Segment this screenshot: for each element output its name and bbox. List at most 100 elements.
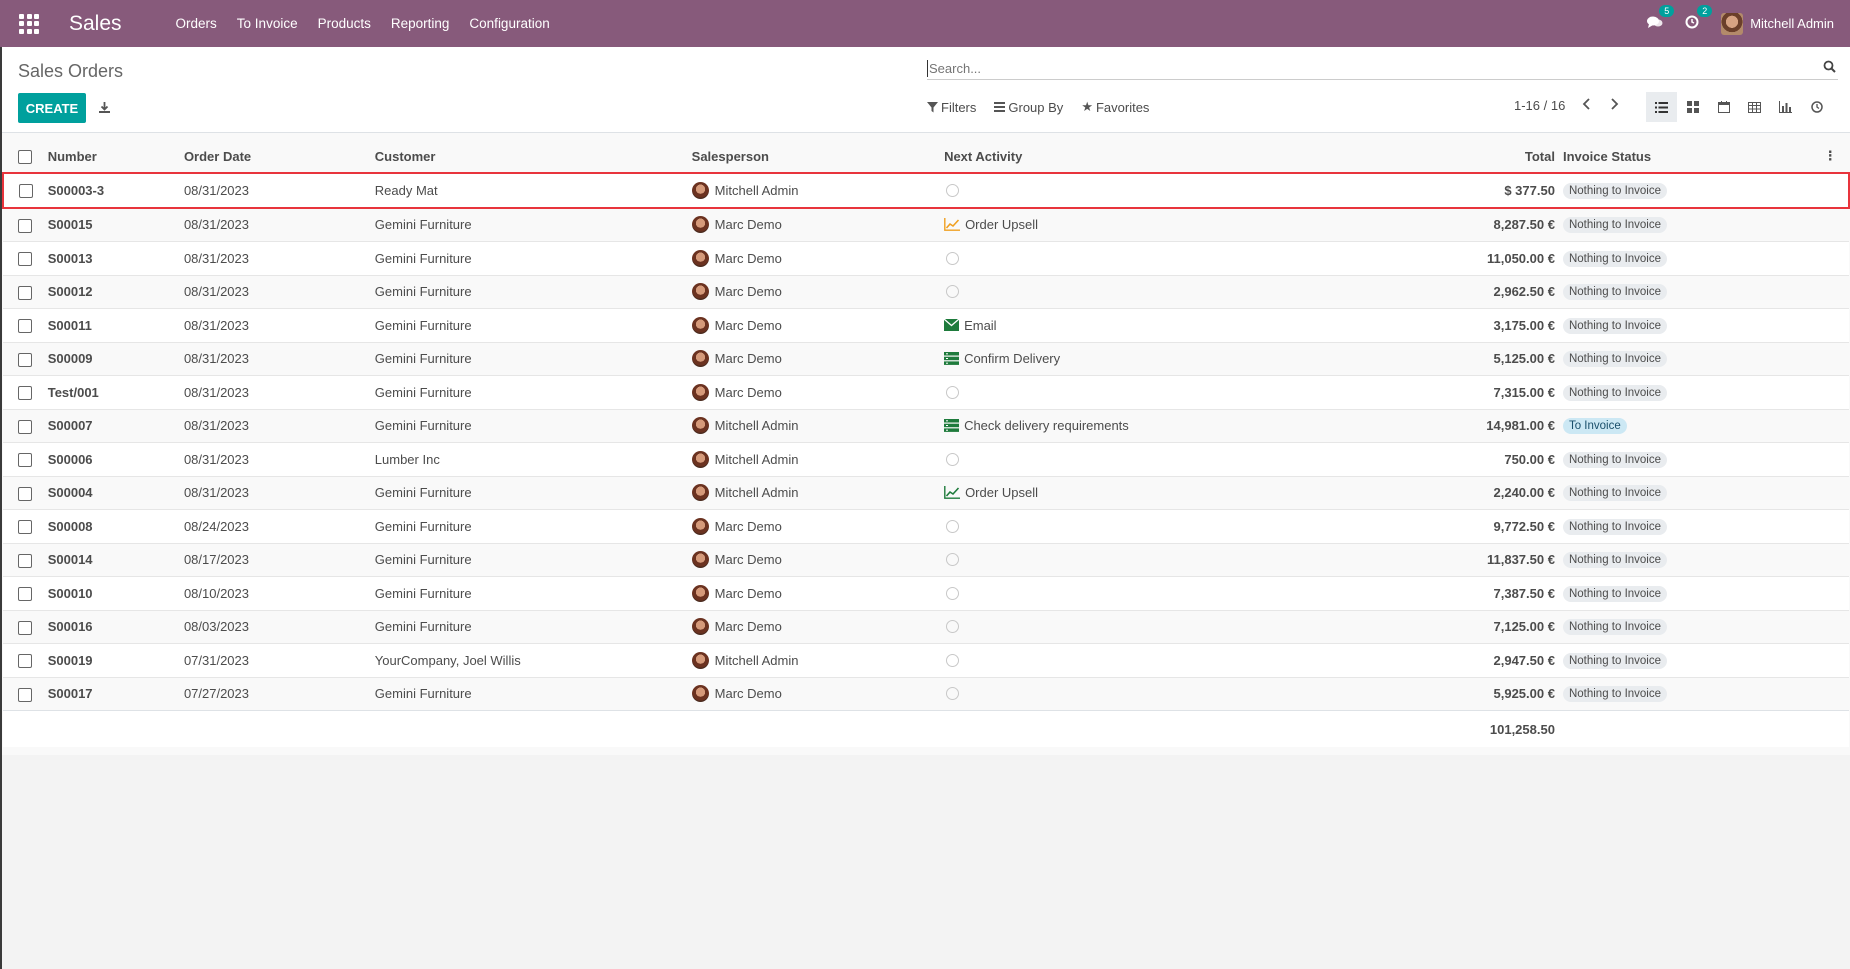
table-row[interactable]: S00007 08/31/2023 Gemini Furniture Mitchell… [3,408,1849,443]
search-input[interactable] [927,59,1811,77]
clock-icon[interactable] [944,251,960,265]
next-activity-cell[interactable]: Order Upsell [944,207,1342,242]
column-customer[interactable]: Customer [374,148,436,164]
upsell-chart-icon[interactable] [944,486,961,500]
graph-view-icon[interactable] [1770,92,1801,122]
messages-button[interactable]: 5 [1647,5,1675,32]
row-checkbox[interactable] [18,520,33,535]
row-checkbox[interactable] [18,553,33,568]
row-checkbox[interactable] [18,620,33,635]
row-checkbox[interactable] [18,319,33,334]
select-all-checkbox[interactable] [18,149,33,164]
table-row[interactable]: S00004 08/31/2023 Gemini Furniture Mitchell… [3,475,1849,510]
table-row[interactable]: S00009 08/31/2023 Gemini Furniture Marc Dem… [3,341,1849,376]
table-row[interactable]: S00014 08/17/2023 Gemini Furniture Marc Dem… [3,542,1849,577]
clock-icon[interactable] [944,385,960,399]
menu-orders[interactable]: Orders [175,16,217,31]
order-date: 08/31/2023 [183,442,375,476]
pager-previous-icon[interactable] [1582,97,1592,114]
next-activity-cell[interactable] [944,542,1342,577]
menu-reporting[interactable]: Reporting [390,16,450,31]
table-row[interactable]: S00003-3 08/31/2023 Ready Mat Mitchell Admi… [2,172,1850,209]
table-row[interactable]: S00012 08/31/2023 Gemini Furniture Marc Dem… [3,274,1849,309]
next-activity-cell[interactable] [944,676,1342,711]
column-number[interactable]: Number [47,148,97,164]
clock-icon[interactable] [944,653,960,667]
next-activity-cell[interactable] [944,609,1342,644]
row-checkbox[interactable] [18,218,33,233]
row-checkbox[interactable] [18,386,33,401]
next-activity-cell[interactable] [944,241,1342,275]
column-total[interactable]: Total [1524,148,1555,164]
table-row[interactable]: S00019 07/31/2023 YourCompany, Joel Willis… [3,643,1849,677]
app-menu-grid-icon[interactable] [17,12,41,36]
row-checkbox[interactable] [18,252,33,267]
clock-icon[interactable] [944,452,960,466]
kanban-view-icon[interactable] [1677,92,1708,122]
next-activity-cell[interactable]: Confirm Delivery [944,341,1342,376]
table-row[interactable]: S00010 08/10/2023 Gemini Furniture Marc Dem… [3,576,1849,610]
filters-button[interactable]: Filters [927,99,976,115]
pager-value[interactable]: 1-16 / 16 [1514,98,1566,113]
clock-icon[interactable] [944,687,960,701]
column-salesperson[interactable]: Salesperson [691,148,769,164]
pager-next-icon[interactable] [1609,97,1619,114]
pivot-view-icon[interactable] [1739,92,1770,122]
menu-configuration[interactable]: Configuration [469,16,550,31]
upsell-chart-icon[interactable] [944,218,961,232]
search-icon[interactable] [1823,60,1836,73]
tasks-icon[interactable] [944,419,960,433]
row-checkbox[interactable] [18,285,33,300]
row-checkbox[interactable] [18,654,33,669]
table-row[interactable]: Test/001 08/31/2023 Gemini Furniture Marc D… [3,375,1849,409]
next-activity-cell[interactable]: Check delivery requirements [944,408,1342,443]
user-menu[interactable]: Mitchell Admin [1721,12,1834,35]
download-icon[interactable] [98,101,111,117]
table-row[interactable]: S00008 08/24/2023 Gemini Furniture Marc Dem… [3,509,1849,543]
table-row[interactable]: S00016 08/03/2023 Gemini Furniture Marc Dem… [3,609,1849,644]
next-activity-cell[interactable] [944,274,1342,309]
favorites-button[interactable]: ★ Favorites [1081,99,1149,115]
table-row[interactable]: S00011 08/31/2023 Gemini Furniture Marc Dem… [3,308,1849,342]
table-row[interactable]: S00015 08/31/2023 Gemini Furniture Marc Dem… [3,207,1849,242]
optional-columns-icon[interactable]: ⋮ [1823,148,1837,163]
next-activity-cell[interactable]: Email [944,308,1342,342]
column-invoice-status[interactable]: Invoice Status [1562,148,1652,164]
table-row[interactable]: S00017 07/27/2023 Gemini Furniture Marc Dem… [3,676,1849,711]
clock-icon[interactable] [944,183,960,197]
tasks-icon[interactable] [944,352,960,366]
next-activity-cell[interactable] [944,172,1342,209]
clock-icon[interactable] [944,553,960,567]
table-row[interactable]: S00006 08/31/2023 Lumber Inc Mitchell Admin… [3,442,1849,476]
menu-to-invoice[interactable]: To Invoice [236,16,298,31]
column-next-activity[interactable]: Next Activity [944,148,1023,164]
table-row[interactable]: S00013 08/31/2023 Gemini Furniture Marc Dem… [3,241,1849,275]
row-checkbox[interactable] [18,453,33,468]
clock-icon[interactable] [944,519,960,533]
create-button[interactable]: CREATE [18,93,86,123]
next-activity-cell[interactable] [944,643,1342,677]
activities-button[interactable]: 2 [1685,5,1713,32]
row-checkbox[interactable] [18,587,33,602]
group-by-button[interactable]: Group By [994,99,1063,115]
clock-icon[interactable] [944,285,960,299]
next-activity-cell[interactable] [944,509,1342,543]
row-checkbox[interactable] [18,184,33,199]
menu-products[interactable]: Products [317,16,371,31]
activity-view-icon[interactable] [1801,92,1832,122]
column-order-date[interactable]: Order Date [183,148,252,164]
calendar-view-icon[interactable] [1708,92,1739,122]
row-checkbox[interactable] [18,352,33,367]
next-activity-cell[interactable] [944,576,1342,610]
next-activity-cell[interactable]: Order Upsell [944,475,1342,510]
row-checkbox[interactable] [18,687,33,702]
next-activity-cell[interactable] [944,375,1342,409]
next-activity-cell[interactable] [944,442,1342,476]
app-brand[interactable]: Sales [69,11,122,35]
list-view-icon[interactable] [1646,92,1677,122]
clock-icon[interactable] [944,620,960,634]
clock-icon[interactable] [944,586,960,600]
row-checkbox[interactable] [18,419,33,434]
row-checkbox[interactable] [18,486,33,501]
email-icon[interactable] [944,319,960,332]
